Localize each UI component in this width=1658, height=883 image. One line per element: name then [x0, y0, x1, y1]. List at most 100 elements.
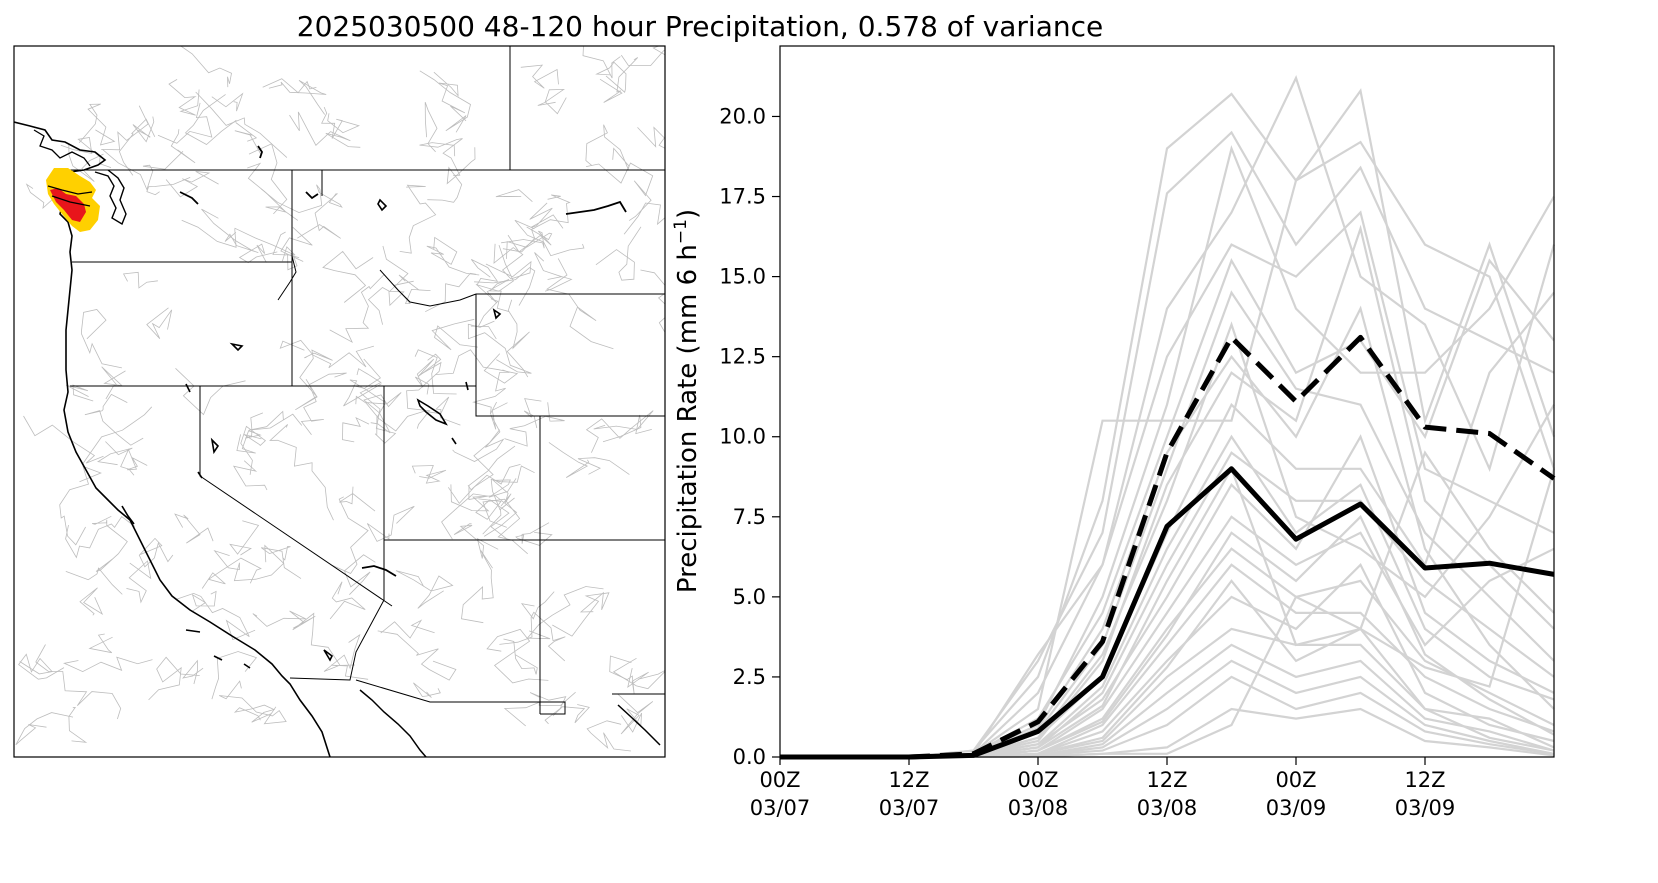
basin-boundary [470, 298, 499, 340]
great-salt-lake [416, 398, 448, 426]
basin-boundary [453, 523, 499, 559]
basin-boundary [84, 393, 144, 446]
basin-boundary [585, 410, 654, 453]
basin-boundary [65, 567, 123, 595]
basin-boundary [292, 612, 356, 666]
basin-boundary [433, 71, 467, 122]
basin-boundary [262, 78, 317, 94]
basin-boundary [427, 147, 476, 203]
y-tick-label: 2.5 [733, 665, 766, 689]
basin-boundary [238, 243, 278, 264]
basin-boundary [586, 162, 654, 221]
basin-boundary [352, 385, 387, 418]
x-tick-label-time: 12Z [888, 768, 929, 792]
basin-boundary [411, 465, 447, 484]
y-tick-label: 0.0 [733, 745, 766, 769]
basin-boundary [101, 366, 126, 400]
basin-boundary [18, 653, 65, 680]
lake [377, 198, 388, 212]
basin-boundary [132, 116, 155, 143]
basin-boundary [577, 457, 630, 475]
basin-boundary [146, 177, 191, 196]
basin-boundary [300, 372, 347, 435]
basin-boundary [620, 46, 665, 67]
basin-boundary [506, 226, 553, 259]
basin-boundary [62, 656, 153, 673]
x-tick-label-date: 03/08 [1137, 796, 1198, 820]
basin-boundary [101, 105, 149, 151]
x-tick-label-time: 12Z [1404, 768, 1445, 792]
basin-boundary [595, 226, 642, 281]
y-axis-ticks: 0.0 2.5 5.0 7.5 10.0 12.5 15.0 17.5 20.0 [719, 104, 780, 769]
basin-boundary [470, 244, 514, 292]
basin-boundary [617, 693, 654, 735]
basin-boundary [450, 484, 518, 537]
x-tick-label-date: 03/07 [879, 796, 940, 820]
lake [185, 383, 191, 393]
gulf-of-california [359, 689, 427, 757]
basin-boundary [329, 274, 385, 344]
lake [451, 437, 457, 445]
basin-boundary [447, 429, 501, 505]
basin-boundary [546, 258, 614, 350]
basin-boundary [475, 279, 510, 312]
channel-islands [185, 629, 251, 669]
basin-boundary [495, 189, 533, 202]
basin-boundary [452, 402, 508, 462]
basin-boundary [609, 655, 649, 694]
basin-boundary [229, 520, 260, 556]
lake [305, 191, 319, 200]
member-line [780, 88, 1556, 759]
basin-boundary [499, 611, 566, 662]
y-tick-label: 15.0 [719, 265, 766, 289]
san-francisco-bay [121, 505, 135, 525]
basin-boundary [232, 460, 268, 491]
y-tick-label: 5.0 [733, 585, 766, 609]
basin-boundary [431, 318, 478, 351]
state-borders [56, 46, 665, 715]
basin-boundary [321, 106, 360, 139]
basin-boundary [322, 250, 374, 303]
basin-boundary [269, 424, 334, 521]
basin-boundary [474, 267, 536, 306]
basin-boundary [503, 638, 538, 675]
basin-boundary [272, 231, 298, 271]
basin-boundary [157, 102, 213, 144]
basin-boundary [122, 271, 158, 289]
basin-boundary [297, 193, 341, 239]
basin-boundary [195, 91, 288, 158]
basin-boundary [514, 219, 585, 257]
basin-boundary [534, 252, 573, 292]
x-tick-label-date: 03/09 [1395, 796, 1456, 820]
basin-boundary [15, 712, 74, 746]
y-tick-label: 10.0 [719, 425, 766, 449]
basin-boundary [612, 657, 665, 690]
basin-boundary [426, 236, 480, 276]
basin-boundary [467, 464, 521, 491]
basin-boundary [88, 633, 113, 654]
x-tick-label-date: 03/09 [1266, 796, 1327, 820]
basin-boundary [467, 320, 532, 374]
basin-boundary [548, 442, 590, 478]
lake [179, 191, 199, 205]
basin-boundary [213, 544, 285, 582]
basin-boundary [201, 208, 259, 253]
lake [229, 342, 244, 352]
basin-boundary [81, 406, 153, 466]
basin-boundary [461, 550, 494, 624]
basin-boundary [406, 361, 442, 429]
baja-coast [617, 704, 661, 746]
basin-boundary [520, 591, 555, 620]
basin-boundary [35, 644, 122, 720]
basin-boundary [475, 498, 510, 540]
basin-boundary [120, 448, 148, 476]
basin-boundary [79, 587, 104, 616]
highlight-outline [47, 185, 93, 207]
basin-boundary [182, 659, 204, 685]
basin-boundary [342, 416, 370, 443]
basin-boundary [165, 171, 219, 198]
basin-boundary [248, 410, 303, 431]
basin-boundary [60, 137, 112, 168]
basin-boundary [529, 692, 567, 725]
